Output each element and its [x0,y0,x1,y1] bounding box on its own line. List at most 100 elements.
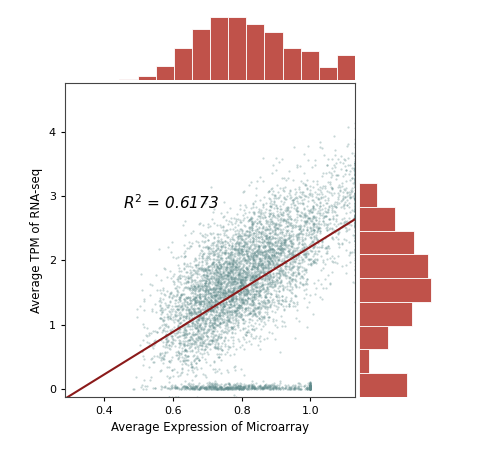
Point [226,282,234,290]
Point [213,285,221,292]
Point [199,329,207,336]
Point [285,385,293,392]
Point [218,279,226,286]
Point [202,309,210,317]
Point [302,218,310,226]
Point [290,239,298,246]
Point [184,352,192,359]
Point [320,213,328,220]
Point [237,385,245,392]
Point [240,244,248,251]
Point [202,295,209,302]
Point [237,219,245,226]
Point [281,259,289,267]
Point [216,253,224,261]
Point [240,291,248,298]
Point [310,235,318,242]
Point [256,283,264,290]
Point [196,312,204,319]
Point [172,255,180,262]
Point [234,240,241,248]
Point [196,328,204,335]
Point [295,270,303,277]
Point [186,262,194,270]
Point [250,384,258,391]
Point [244,246,252,253]
Point [292,206,300,213]
Point [278,244,286,252]
Point [312,221,320,228]
Point [248,385,256,392]
Point [328,252,336,259]
Point [230,215,238,222]
Point [224,291,232,299]
Point [292,222,300,230]
Point [204,221,212,228]
Point [264,296,272,304]
Point [176,275,184,282]
Point [294,222,302,230]
Point [221,238,229,245]
Point [257,242,265,249]
Point [210,298,218,305]
Point [272,202,280,209]
Point [220,229,228,236]
Point [241,274,249,281]
Point [200,370,207,377]
Point [216,244,224,251]
Point [270,272,278,280]
Point [351,177,359,184]
Point [271,384,279,391]
Point [266,251,274,258]
Point [193,322,201,329]
Point [279,297,287,304]
Point [211,315,219,322]
Point [351,166,359,173]
Point [258,264,266,272]
Point [205,382,213,390]
Point [241,290,249,297]
Point [180,284,188,291]
Point [272,256,280,263]
Point [232,250,240,258]
Point [334,230,342,238]
Point [295,234,303,241]
Point [189,383,197,391]
Point [278,247,286,254]
Point [351,178,359,185]
Point [198,337,206,345]
Point [240,385,248,392]
Point [242,304,250,311]
Point [158,289,166,296]
Point [197,265,205,272]
Point [219,291,227,299]
Point [310,212,318,219]
Point [351,245,359,253]
Point [239,386,247,393]
Point [300,192,308,199]
Point [192,262,200,269]
Point [256,262,264,269]
Point [250,304,258,311]
Point [248,273,256,280]
Point [306,384,314,391]
Point [281,207,289,214]
Point [283,253,291,260]
Point [308,212,316,220]
Point [351,222,359,230]
Point [266,211,274,218]
Point [351,218,359,225]
Point [218,346,226,354]
Point [244,295,252,302]
Point [221,341,229,348]
Point [223,271,231,278]
Point [191,286,199,294]
Point [256,258,264,265]
Point [316,183,324,190]
Point [204,322,212,330]
Point [162,331,170,338]
Point [242,259,250,267]
Point [202,355,209,363]
Point [238,272,246,279]
Point [190,294,198,301]
